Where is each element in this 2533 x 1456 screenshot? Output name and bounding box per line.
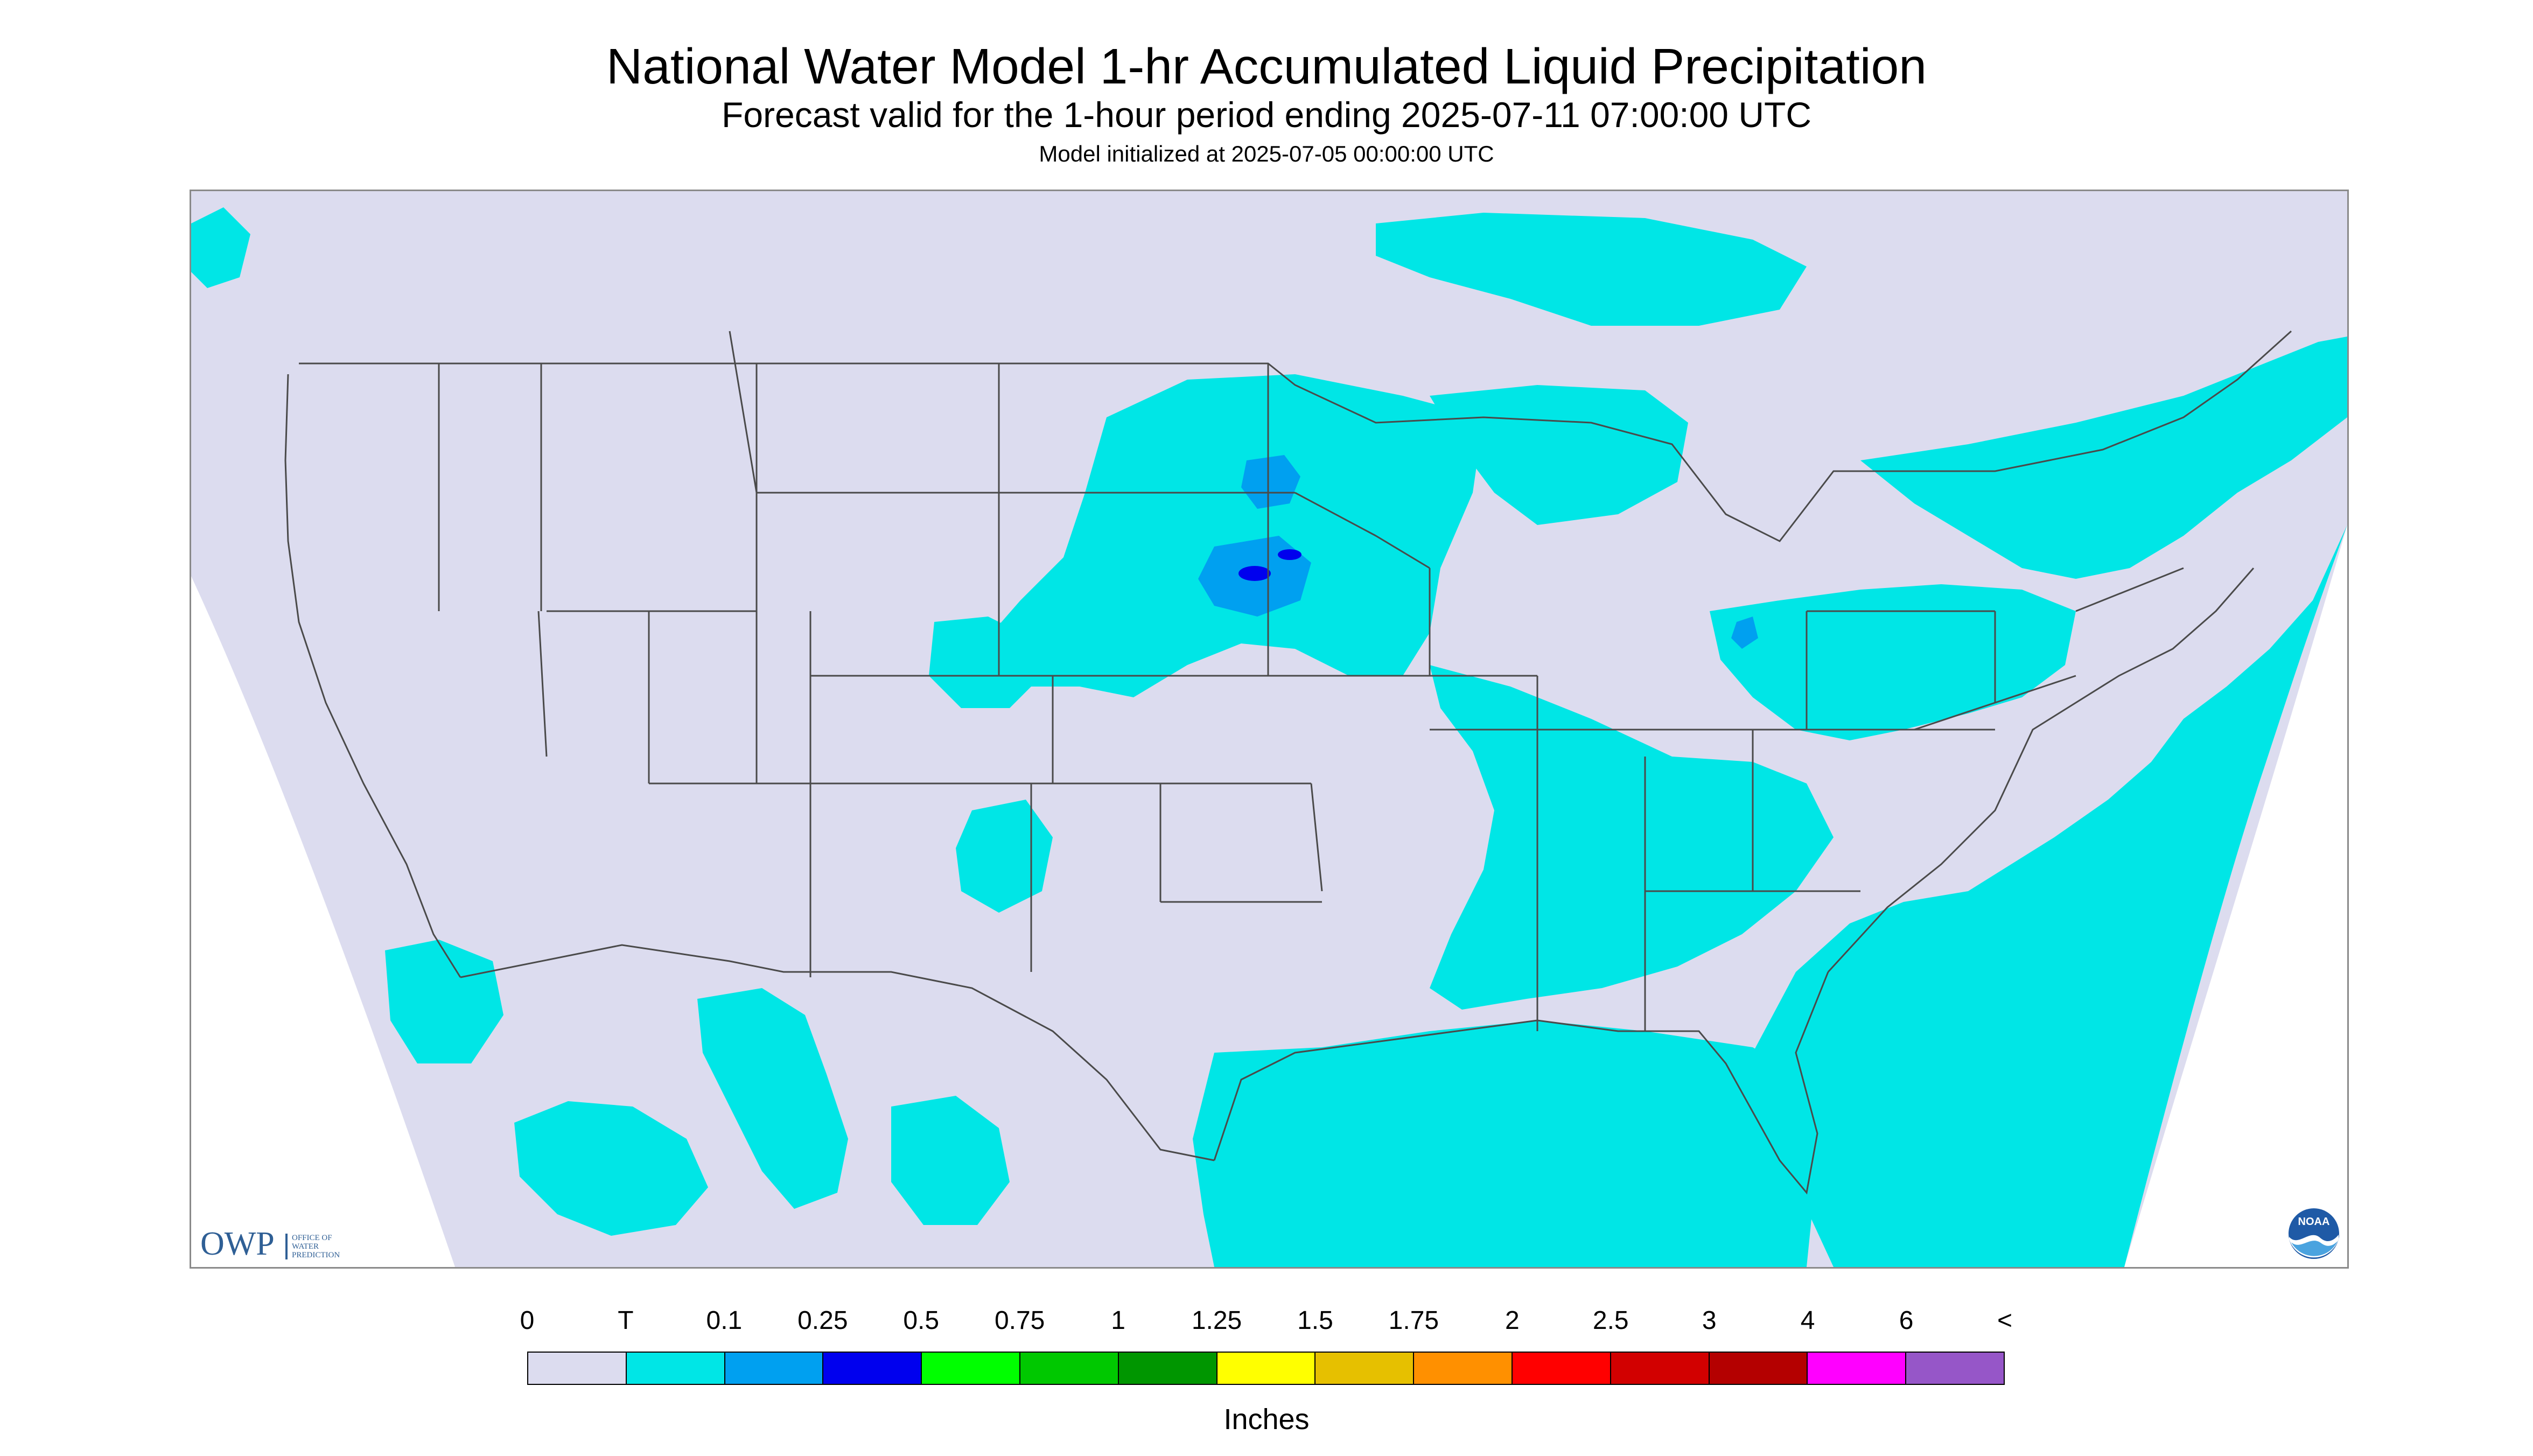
precip-light-dakota: [1241, 455, 1300, 509]
precip-upper-midwest: [983, 374, 1484, 697]
legend-tick-label: 1.5: [1297, 1306, 1333, 1335]
legend-units: Inches: [1223, 1403, 1310, 1436]
precip-sierra-madre: [697, 988, 848, 1209]
legend-box-2: [725, 1353, 824, 1384]
legend-box-1: [626, 1353, 725, 1384]
legend-tick-label: 1: [1111, 1306, 1125, 1335]
color-legend: 0 T 0.1 0.25 0.5 0.75 1 1.25 1.5 1.75 2 2.5 3 4 6 <: [520, 1306, 2012, 1385]
legend-tick-label: 6: [1899, 1306, 1914, 1335]
legend-box-3: [823, 1353, 922, 1384]
legend-tick-label: 3: [1702, 1306, 1717, 1335]
map-title: National Water Model 1-hr Accumulated Li…: [606, 38, 1927, 94]
state-boundaries: [284, 330, 2292, 1195]
us-canada-border: [299, 330, 2292, 542]
legend-box-7: [1217, 1353, 1316, 1384]
precip-pacific: [385, 940, 503, 1063]
forecast-valid-subtitle: Forecast valid for the 1-hour period end…: [722, 95, 1811, 135]
legend-box-10: [1512, 1353, 1611, 1384]
precip-ohio-valley: [1710, 584, 2076, 740]
map-canvas: OWP: [191, 191, 2347, 1267]
precip-moderate-cell-2: [1278, 549, 1302, 560]
precip-mexico-central: [891, 1096, 1010, 1225]
legend-tick-label: 0.75: [994, 1306, 1045, 1335]
precip-ontario: [1376, 213, 1807, 326]
legend-box-12: [1709, 1353, 1808, 1384]
pacific-coastline: [284, 374, 461, 978]
owp-logo-text: Office of Water Prediction: [285, 1234, 340, 1259]
legend-tick-label: 0: [520, 1306, 535, 1335]
legend-box-14: [1906, 1353, 2004, 1384]
legend-tick-label: 0.1: [706, 1306, 743, 1335]
legend-box-8: [1316, 1353, 1415, 1384]
legend-tick-label: 2: [1505, 1306, 1520, 1335]
precip-great-lakes: [1430, 385, 1688, 525]
legend-box-5: [1020, 1353, 1119, 1384]
precip-moderate-areas: [1238, 549, 1302, 581]
precip-atlantic: [1753, 525, 2347, 1267]
precip-plains-south: [956, 800, 1053, 913]
legend-box-13: [1808, 1353, 1907, 1384]
legend-tick-label: 4: [1800, 1306, 1815, 1335]
precip-light-ohio: [1731, 617, 1758, 649]
legend-color-boxes: [527, 1352, 2005, 1385]
legend-tick-label: T: [618, 1306, 634, 1335]
precip-pacific-nw: [191, 207, 250, 288]
precip-plains-west: [929, 617, 1042, 708]
legend-tick-label: 0.25: [797, 1306, 848, 1335]
model-init-note: Model initialized at 2025-07-05 00:00:00…: [1039, 141, 1494, 166]
legend-box-9: [1414, 1353, 1513, 1384]
owp-text-line-3: Prediction: [292, 1251, 340, 1259]
legend-box-0: [528, 1353, 627, 1384]
precipitation-map: OWP OWP Office of Water Prediction NOAA: [190, 190, 2349, 1269]
legend-tick-label: 0.5: [903, 1306, 940, 1335]
precip-mississippi: [1430, 665, 1834, 1010]
legend-tick-label: 1.75: [1388, 1306, 1439, 1335]
precip-mexico-west: [514, 1101, 708, 1236]
legend-box-6: [1118, 1353, 1217, 1384]
us-mexico-border: [460, 944, 1215, 1161]
noaa-logo: NOAA: [2287, 1207, 2340, 1260]
legend-tick-label: 1.25: [1191, 1306, 1242, 1335]
precip-moderate-cell-1: [1238, 566, 1271, 581]
precip-northeast: [1860, 337, 2347, 579]
owp-logo: OWP: [200, 1226, 275, 1262]
legend-box-4: [922, 1353, 1020, 1384]
state-lines: [438, 331, 2184, 1031]
precip-trace-areas: [191, 207, 2347, 1267]
atlantic-coastline: [1827, 568, 2255, 973]
legend-box-11: [1611, 1353, 1710, 1384]
owp-text-line-1: Office of: [292, 1234, 332, 1242]
gulf-coastline: [1213, 971, 1829, 1195]
noaa-logo-text: NOAA: [2298, 1216, 2330, 1228]
owp-text-line-2: Water: [292, 1242, 319, 1251]
precip-gulf: [1193, 1020, 1817, 1267]
legend-tick-label: <: [1997, 1306, 2013, 1335]
legend-tick-label: 2.5: [1592, 1306, 1629, 1335]
owp-mark: OWP: [200, 1226, 275, 1262]
